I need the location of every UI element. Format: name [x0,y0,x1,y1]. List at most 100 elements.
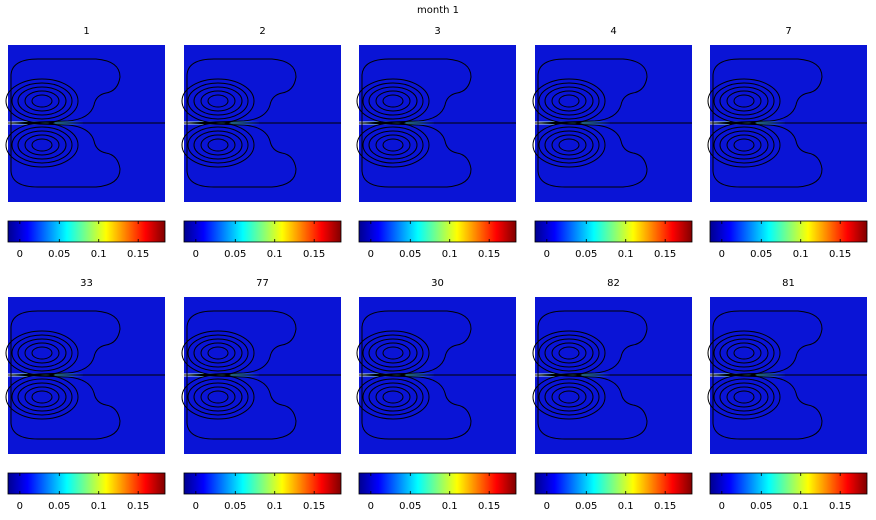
colorbar [358,220,517,243]
contour [368,130,418,160]
contour [186,58,297,124]
contour-group [5,310,121,376]
contour [719,382,769,412]
panel [356,45,516,202]
contour [17,338,67,368]
contour [558,94,580,108]
contour [551,386,587,408]
contour [193,86,243,116]
contour [733,138,755,152]
contour [11,126,73,164]
colorbar [534,472,693,495]
contour [31,94,53,108]
contour [544,382,594,412]
contour-group [532,310,648,376]
contour [186,122,297,188]
colorbar-tick-label: 0.1 [442,501,458,512]
contour [24,134,60,156]
contour [200,342,236,364]
colorbar [183,472,342,495]
colorbar-tick-label: 0.15 [478,249,500,260]
contour [207,346,229,360]
colorbar-tick-label: 0 [719,249,725,260]
contour [712,122,823,188]
contour [544,86,594,116]
contour [375,386,411,408]
contour [375,342,411,364]
colorbar [709,220,868,243]
contour [17,382,67,412]
contour [726,342,762,364]
colorbar-tick-label: 0 [544,249,550,260]
colorbar-tick-label: 0 [193,501,199,512]
contour-group [181,310,297,376]
contour-group [356,122,472,188]
panel [707,297,867,454]
colorbar-tick-label: 0.1 [267,501,283,512]
colorbar-tick-label: 0.15 [829,501,851,512]
contour [24,342,60,364]
contour [24,90,60,112]
contour [712,310,823,376]
contour [11,334,73,372]
colorbar-tick-label: 0.05 [750,249,772,260]
panel-title: 33 [80,278,93,289]
contour [207,94,229,108]
contour-group [181,58,297,124]
contour [538,334,600,372]
contour [719,86,769,116]
contour [193,382,243,412]
contour [361,374,472,440]
colorbar [709,472,868,495]
contour [31,346,53,360]
colorbar-tick-label: 0 [17,501,23,512]
colorbar-tick-label: 0.05 [575,501,597,512]
colorbar-tick-label: 0.15 [303,249,325,260]
contour [538,126,600,164]
contour-group [356,374,472,440]
contour-group [181,122,297,188]
panel-title: 30 [431,278,444,289]
contour [11,378,73,416]
contour [361,122,472,188]
contour [733,346,755,360]
colorbar [534,220,693,243]
figure-title: month 1 [417,5,459,16]
colorbar-tick-label: 0.1 [91,501,107,512]
contour [537,374,648,440]
contour [368,338,418,368]
contour [733,94,755,108]
contour [186,310,297,376]
panel [356,297,516,454]
contour [719,338,769,368]
colorbar-tick-label: 0.05 [750,501,772,512]
contour [200,90,236,112]
panel-title: 81 [782,278,795,289]
contour [713,82,775,120]
contour [200,134,236,156]
contour [187,334,249,372]
contour [713,378,775,416]
colorbar-tick-label: 0 [17,249,23,260]
contour [187,378,249,416]
contour [193,338,243,368]
contour [17,130,67,160]
contour [726,90,762,112]
contour [544,338,594,368]
colorbar-tick-label: 0.1 [618,249,634,260]
colorbar-tick-label: 0.1 [793,501,809,512]
contour [551,90,587,112]
contour [10,374,121,440]
contour [200,386,236,408]
colorbar [7,220,166,243]
contour [712,374,823,440]
contour [362,334,424,372]
contour [538,378,600,416]
panel [181,297,341,454]
panel [5,297,165,454]
contour [537,58,648,124]
contour [187,82,249,120]
contour [362,378,424,416]
contour [537,122,648,188]
